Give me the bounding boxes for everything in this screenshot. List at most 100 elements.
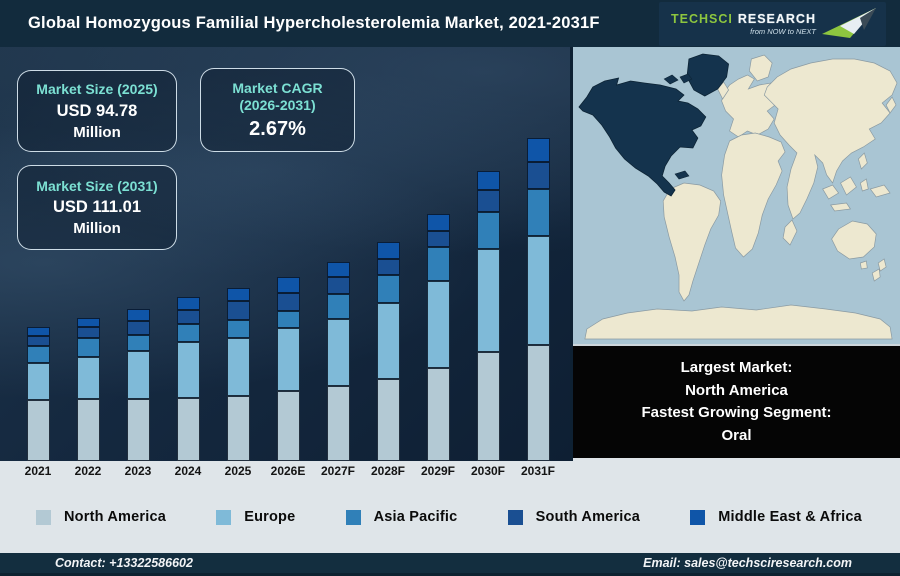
bar-segment-south-america [176,310,200,324]
market-size-2031-box: Market Size (2031) USD 111.01 Million [17,165,177,250]
box-unit: Million [73,123,121,141]
bar-segment-south-america [226,301,250,320]
bar-plot [0,47,570,461]
legend-item: Europe [216,509,295,525]
bar-segment-asia-pacific [426,247,450,281]
bar-segment-asia-pacific [376,275,400,303]
map-australia [831,220,877,260]
x-axis-label-2024: 2024 [174,464,202,478]
map-scandinavia [749,54,773,82]
box-title: Market Size (2031) [36,177,158,194]
bar-segment-asia-pacific [26,346,50,363]
footer-contact: Contact: +13322586602 [55,556,193,570]
box-title: Market CAGR (2026-2031) [232,79,323,114]
callout-line: Oral [721,426,752,444]
map-sumatra [822,184,840,200]
stacked-bar-2024 [176,297,200,461]
bar-segment-middle-east-africa [126,309,150,321]
stacked-bar-2029F [426,214,450,461]
x-axis-label-2025: 2025 [224,464,252,478]
bar-segment-europe [376,303,400,379]
legend-swatch [216,509,232,525]
bar-segment-north-america [276,391,300,461]
logo-brand-secondary: Research [737,11,816,26]
bar-segment-asia-pacific [476,212,500,249]
bar-segment-north-america [526,345,550,461]
chart-panel: Market Size (2025) USD 94.78 Million Mar… [0,47,570,461]
bar-segment-middle-east-africa [476,171,500,190]
bar-segment-europe [76,357,100,399]
bar-segment-south-america [126,321,150,335]
stacked-bar-2028F [376,242,400,461]
bar-segment-middle-east-africa [176,297,200,310]
bar-segment-asia-pacific [226,320,250,338]
bar-segment-europe [426,281,450,368]
map-south-america [662,182,722,302]
map-madagascar [782,219,798,246]
x-axis-label-2026E: 2026E [270,464,306,478]
map-greenland-highlight [686,53,729,97]
bar-segment-asia-pacific [326,294,350,319]
bar-segment-asia-pacific [76,338,100,357]
bar-segment-middle-east-africa [326,262,350,277]
map-japan [885,96,897,114]
map-callout-divider [573,344,900,346]
map-africa [721,132,786,258]
map-arctic-islands-highlight [663,73,693,85]
legend-item: Middle East & Africa [690,509,862,525]
bar-segment-north-america [26,400,50,461]
bar-segment-europe [326,319,350,386]
title-bar: Global Homozygous Familial Hypercholeste… [0,0,900,47]
box-value: USD 111.01 [52,198,142,217]
bar-segment-middle-east-africa [376,242,400,259]
bar-segment-south-america [376,259,400,275]
logo-brand-primary: TechSci [670,11,733,26]
logo-text: TechSci Research from NOW to NEXT [671,12,816,36]
bar-segment-middle-east-africa [276,277,300,293]
box-value: USD 94.78 [56,101,138,120]
bar-segment-south-america [426,231,450,247]
map-borneo [840,176,857,196]
bar-segment-asia-pacific [526,189,550,236]
bar-segment-middle-east-africa [76,318,100,327]
bar-segment-middle-east-africa [526,138,550,162]
bar-segment-europe [26,363,50,400]
logo-arrow-icon [822,7,876,38]
bar-segment-north-america [76,399,100,461]
box-title: Market Size (2025) [36,81,158,98]
bar-segment-asia-pacific [276,311,300,328]
map-caribbean-highlight [674,170,690,180]
stacked-bar-2031F [526,138,550,461]
bar-segment-north-america [326,386,350,461]
bar-segment-europe [276,328,300,391]
callout-line: North America [685,381,788,399]
legend: North America Europe Asia Pacific South Ame… [0,481,900,553]
bar-segment-middle-east-africa [426,214,450,231]
market-size-2025-box: Market Size (2025) USD 94.78 Million [17,70,177,152]
map-tasmania [859,260,868,270]
bar-segment-north-america [176,398,200,461]
stacked-bar-2023 [126,309,150,461]
stacked-bar-2021 [26,327,50,461]
stacked-bar-2026E [276,277,300,461]
legend-label: Asia Pacific [373,509,458,525]
box-value: 2.67% [249,117,306,140]
x-axis-label-2029F: 2029F [420,464,456,478]
bar-segment-middle-east-africa [226,288,250,301]
stacked-bar-2025 [226,288,250,461]
bar-segment-north-america [126,399,150,461]
legend-label: North America [64,509,166,525]
bar-segment-north-america [226,396,250,461]
legend-label: Europe [244,509,296,525]
bar-segment-asia-pacific [176,324,200,342]
x-axis-label-2030F: 2030F [470,464,506,478]
map-sulawesi [859,178,869,192]
bar-segment-north-america [476,352,500,461]
map-new-guinea [869,184,891,198]
legend-label: South America [535,509,641,525]
bar-segment-europe [176,342,200,398]
bar-segment-south-america [26,336,50,346]
right-column: Largest Market: North America Fastest Gr… [570,47,900,461]
map-philippines [857,152,868,170]
